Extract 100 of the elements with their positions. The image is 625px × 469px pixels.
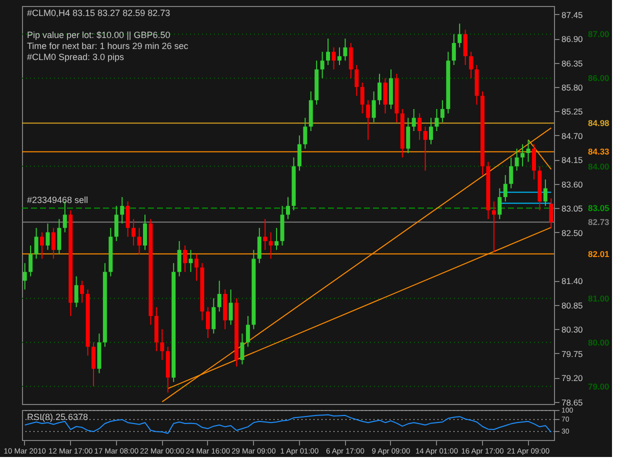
- candlestick: [297, 134, 302, 172]
- candlestick: [366, 100, 370, 140]
- candlestick: [337, 46, 342, 66]
- y-tick-label: 85.80: [562, 82, 584, 93]
- ref-line-label: 80.00: [588, 337, 610, 348]
- y-tick-label: 81.40: [562, 276, 584, 286]
- ref-line-label: 81.00: [588, 293, 610, 304]
- candlestick: [326, 38, 330, 66]
- candlestick: [549, 198, 554, 229]
- candlestick: [51, 227, 56, 260]
- ref-line-label: 82.01: [588, 248, 610, 259]
- y-tick-label: 85.25: [562, 106, 584, 117]
- candlestick: [452, 34, 456, 66]
- y-tick-label: 82.50: [562, 228, 584, 238]
- annotation: Pip value per lot: $10.00 || GBP6.50: [27, 30, 170, 40]
- ref-line-label: 87.00: [588, 29, 610, 40]
- candlestick: [406, 117, 410, 154]
- y-tick-label: 83.05: [562, 204, 584, 214]
- y-tick-label: 87.45: [562, 10, 584, 20]
- line-series: [24, 414, 552, 434]
- candlestick: [183, 245, 188, 272]
- candlestick: [120, 196, 124, 224]
- ref-line-label: 84.00: [588, 161, 610, 172]
- ref-line-label: 83.05: [588, 203, 610, 214]
- candlestick: [126, 200, 130, 238]
- candlestick: [440, 100, 444, 123]
- candlestick: [469, 51, 474, 79]
- y-tick-label: 80.85: [562, 300, 584, 310]
- candlestick: [228, 289, 233, 326]
- candlestick: [34, 227, 38, 260]
- candlestick: [423, 126, 428, 172]
- candlestick: [429, 117, 434, 145]
- candlestick: [418, 112, 422, 140]
- y-tick-label: 79.20: [562, 373, 584, 384]
- candlestick: [74, 276, 78, 308]
- candlestick: [246, 315, 250, 348]
- candlestick: [354, 64, 359, 96]
- candlestick: [177, 240, 182, 277]
- y-tick-label: 84.70: [562, 130, 584, 141]
- ref-line-label: 82.73: [588, 217, 610, 228]
- candlestick: [212, 298, 216, 334]
- annotation: #CLM0 Spread: 3.0 pips: [27, 52, 125, 62]
- candlestick: [142, 214, 147, 250]
- chart-title: RSI(8) 25.6378: [27, 412, 88, 422]
- candlestick: [274, 227, 279, 250]
- candlestick: [40, 232, 44, 260]
- candlestick: [520, 144, 525, 167]
- candlestick: [286, 196, 290, 220]
- candlestick: [160, 328, 164, 360]
- candlestick: [263, 218, 268, 250]
- candlestick: [80, 280, 84, 304]
- candlestick: [188, 249, 193, 272]
- candlestick: [332, 46, 336, 70]
- y-tick-label: 86.90: [562, 34, 584, 44]
- candlestick: [412, 108, 416, 132]
- candlestick: [217, 280, 222, 312]
- candlestick: [132, 218, 136, 246]
- candlestick: [114, 205, 118, 242]
- candlestick: [503, 174, 508, 202]
- y-tick-label: 83.60: [562, 179, 584, 190]
- candlestick: [498, 188, 502, 220]
- ref-line-label: 84.98: [588, 118, 610, 128]
- candlestick: [206, 306, 210, 338]
- candlestick: [303, 117, 308, 150]
- candlestick: [463, 29, 468, 66]
- candlestick: [492, 200, 496, 253]
- candlestick: [372, 90, 376, 123]
- y-tick-label: 78.65: [562, 397, 584, 408]
- candlestick: [434, 108, 439, 132]
- candlestick: [383, 78, 388, 114]
- ref-line-label: 86.00: [588, 73, 610, 84]
- candlestick: [526, 139, 530, 162]
- candlestick: [348, 42, 353, 79]
- candlestick: [194, 254, 198, 282]
- candlestick: [532, 144, 536, 180]
- chart-title: #CLM0,H4 83.15 83.27 82.59 82.73: [27, 8, 170, 18]
- ref-line-label: 84.33: [588, 146, 610, 157]
- candlestick: [320, 51, 324, 79]
- candlestick: [137, 227, 142, 255]
- candlestick: [28, 245, 33, 277]
- annotation: #23349468 sell: [27, 195, 88, 206]
- candlestick: [46, 222, 50, 250]
- candlestick: [514, 148, 519, 172]
- y-tick-label: 80.30: [562, 324, 584, 335]
- candlestick: [240, 333, 244, 365]
- candlestick: [257, 227, 262, 264]
- candlestick: [343, 38, 348, 62]
- candlestick: [92, 342, 96, 387]
- annotation: Time for next bar: 1 hours 29 min 26 sec: [27, 41, 189, 51]
- ref-line-label: 79.00: [588, 381, 610, 392]
- y-tick-label: 84.15: [562, 155, 584, 166]
- candlestick: [360, 82, 364, 114]
- y-tick-label: 86.35: [562, 58, 584, 68]
- candlestick: [57, 218, 62, 255]
- candlestick: [458, 23, 462, 48]
- candlestick: [22, 262, 27, 290]
- candlestick: [509, 156, 514, 189]
- candlestick: [543, 178, 548, 206]
- candlestick: [268, 232, 273, 260]
- candlestick: [378, 73, 382, 106]
